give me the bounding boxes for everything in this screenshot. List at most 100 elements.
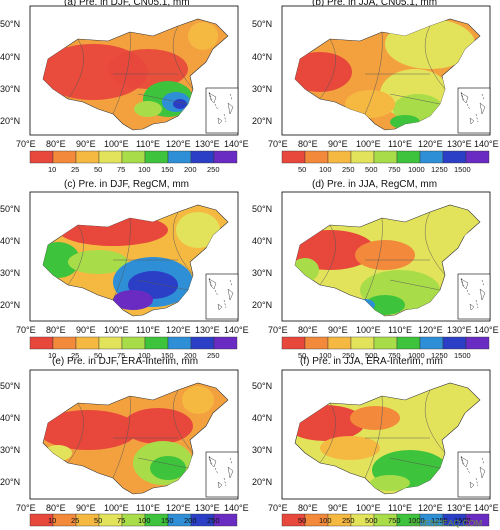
colorbar-label: 100 <box>319 351 332 360</box>
xtick: 110°E <box>136 325 160 335</box>
colorbar-segment <box>144 150 169 164</box>
colorbar-label: 75 <box>117 516 125 525</box>
colorbar-label: 1500 <box>454 165 471 174</box>
colorbar-label: 150 <box>161 516 174 525</box>
xtick: 100°E <box>356 139 381 149</box>
colorbar-segment <box>75 336 100 350</box>
xtick: 100°E <box>356 325 381 335</box>
ytick: 30°N <box>0 445 20 455</box>
colorbar-label: 10 <box>48 351 56 360</box>
xtick: 110°E <box>136 139 160 149</box>
colorbar-label: 500 <box>365 516 378 525</box>
xtick: 130°E <box>447 325 472 335</box>
xtick: 70°E <box>268 503 288 513</box>
y-axis-ticks: 50°N 40°N 30°N 20°N <box>0 381 20 487</box>
colorbar-segment <box>167 150 192 164</box>
colorbar-segment <box>144 336 169 350</box>
china-map <box>42 18 229 131</box>
colorbar-label: 200 <box>184 165 197 174</box>
xtick: 90°E <box>328 139 348 149</box>
colorbar-label: 50 <box>298 165 306 174</box>
colorbar-segment <box>98 150 123 164</box>
xtick: 140°E <box>224 325 249 335</box>
map-frame <box>29 191 239 322</box>
panel-b: (b) Pre. in JJA, CN05.1, mm <box>252 0 499 174</box>
panel-title: (d) Pre. in JJA, RegCM, mm <box>312 179 437 190</box>
colorbar-label: 750 <box>388 351 401 360</box>
xtick: 100°E <box>356 503 381 513</box>
xtick: 120°E <box>418 139 443 149</box>
xtick: 130°E <box>195 503 220 513</box>
colorbar-label: 50 <box>298 351 306 360</box>
x-axis-ticks: 70°E 80°E 90°E 100°E 110°E 120°E 130°E 1… <box>268 503 499 513</box>
panel-title: (a) Pre. in DJF, CN05.1, mm <box>64 0 190 8</box>
ytick: 40°N <box>252 236 272 246</box>
xtick: 100°E <box>104 139 129 149</box>
ytick: 20°N <box>0 477 20 487</box>
xtick: 120°E <box>166 503 191 513</box>
colorbar-label: 250 <box>342 165 355 174</box>
colorbar-label: 1250 <box>431 516 448 525</box>
inset-scs-map <box>205 87 239 134</box>
colorbar-label: 250 <box>342 516 355 525</box>
colorbar-segment <box>190 150 215 164</box>
y-axis-ticks: 50°N 40°N 30°N 20°N <box>252 381 272 487</box>
colorbar-label: 200 <box>184 516 197 525</box>
xtick: 130°E <box>195 139 220 149</box>
xtick: 70°E <box>16 139 36 149</box>
panel-c: (c) Pre. in DJF, RegCM, mm <box>0 179 249 360</box>
colorbar-segment <box>304 336 329 350</box>
panel-f: (f) Pre. in JJA, ERA-Interim, mm <box>252 356 499 527</box>
colorbar-segment <box>396 150 421 164</box>
ytick: 20°N <box>252 477 272 487</box>
colorbar-segment <box>396 336 421 350</box>
xtick: 70°E <box>268 139 288 149</box>
colorbar-label: 150 <box>161 165 174 174</box>
colorbar-segment <box>281 150 306 164</box>
xtick: 90°E <box>76 325 96 335</box>
inset-scs-map <box>457 87 491 134</box>
ytick: 50°N <box>0 204 20 214</box>
colorbar-label: 1500 <box>454 351 471 360</box>
ytick: 50°N <box>0 19 20 29</box>
colorbar-segment <box>213 150 238 164</box>
inset-scs-map <box>457 273 491 320</box>
colorbar-segment <box>327 336 352 350</box>
colorbar: 10 25 50 75 100 150 200 250 <box>29 336 238 360</box>
xtick: 70°E <box>268 325 288 335</box>
colorbar-label: 50 <box>94 516 102 525</box>
colorbar-label: 1250 <box>431 351 448 360</box>
colorbar-label: 750 <box>388 165 401 174</box>
xtick: 70°E <box>16 325 36 335</box>
ytick: 40°N <box>0 52 20 62</box>
xtick: 80°E <box>298 503 318 513</box>
xtick: 100°E <box>104 325 129 335</box>
xtick: 110°E <box>136 503 160 513</box>
colorbar-segment <box>121 150 146 164</box>
xtick: 120°E <box>418 503 443 513</box>
colorbar-label: 250 <box>207 351 220 360</box>
colorbar-label: 1250 <box>431 165 448 174</box>
inset-scs-map <box>205 451 239 498</box>
colorbar-segment <box>29 336 54 350</box>
x-axis-ticks: 70°E 80°E 90°E 100°E 110°E 120°E 130°E 1… <box>268 139 499 149</box>
xtick: 110°E <box>388 139 412 149</box>
colorbar-label: 100 <box>319 165 332 174</box>
colorbar-segment <box>465 150 490 164</box>
xtick: 80°E <box>46 325 66 335</box>
colorbar-label: 100 <box>138 165 151 174</box>
colorbar: 50 100 250 500 750 1000 1250 1500 <box>281 336 490 360</box>
china-map <box>42 382 229 495</box>
y-axis-ticks: 50°N 40°N 30°N 20°N <box>0 19 20 126</box>
map-frame <box>281 5 491 136</box>
ytick: 30°N <box>252 445 272 455</box>
ytick: 20°N <box>0 300 20 310</box>
xtick: 110°E <box>388 325 412 335</box>
watermark: SCIENCEAQ.COM <box>410 518 482 528</box>
xtick: 80°E <box>46 139 66 149</box>
colorbar-segment <box>281 336 306 350</box>
colorbar-label: 50 <box>298 516 306 525</box>
xtick: 130°E <box>195 325 220 335</box>
colorbar-segment <box>167 336 192 350</box>
colorbar-segment <box>327 150 352 164</box>
